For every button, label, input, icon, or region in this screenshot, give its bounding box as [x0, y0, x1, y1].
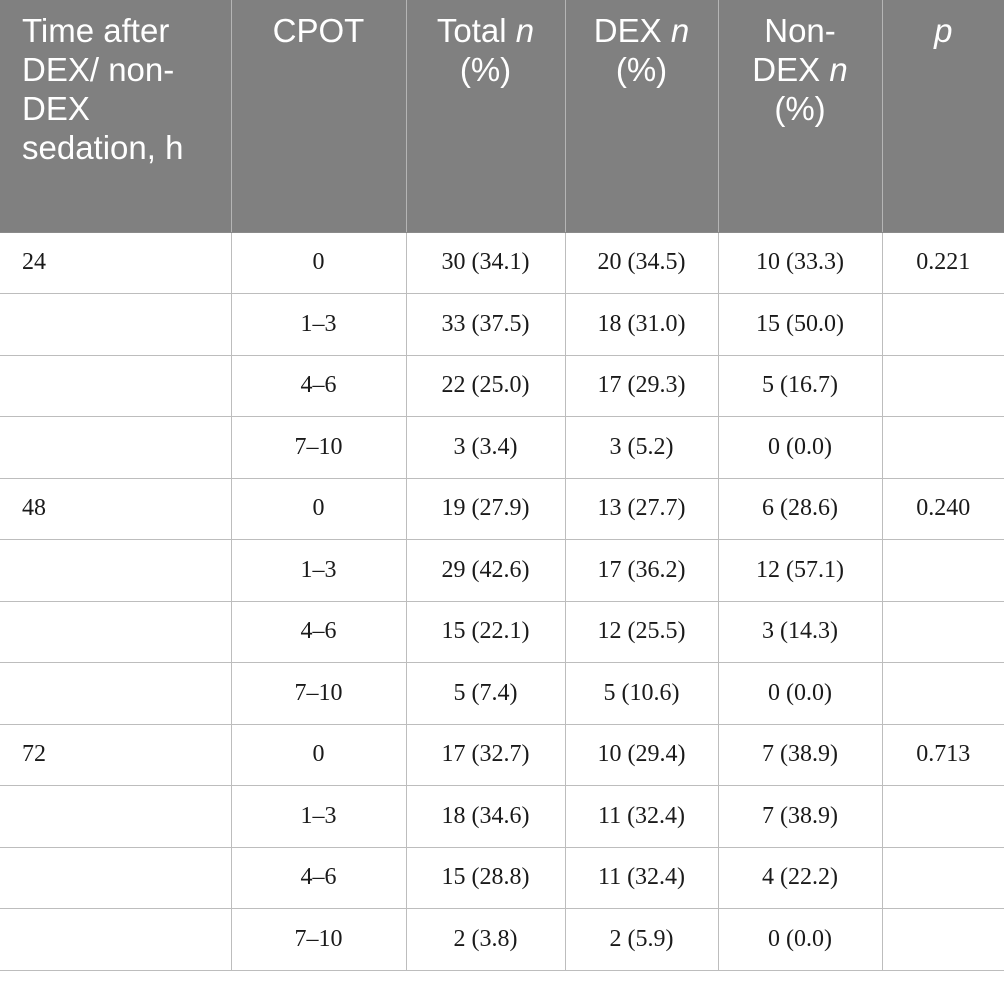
- cell-non-dex: 10 (33.3): [717, 232, 882, 294]
- cell-time: [0, 908, 231, 971]
- table-row: 4–6 22 (25.0) 17 (29.3) 5 (16.7): [0, 355, 1004, 417]
- cell-time: [0, 601, 231, 663]
- table-row: 1–3 33 (37.5) 18 (31.0) 15 (50.0): [0, 293, 1004, 356]
- cell-time: [0, 662, 231, 725]
- cell-non-dex: 0 (0.0): [717, 662, 882, 725]
- cell-p-value: [881, 908, 1004, 971]
- cell-total: 15 (28.8): [405, 847, 565, 909]
- cell-dex: 18 (31.0): [564, 293, 718, 356]
- cell-time: [0, 416, 231, 479]
- cell-p-value: 0.713: [881, 724, 1004, 786]
- cell-total: 22 (25.0): [405, 355, 565, 417]
- cell-non-dex: 4 (22.2): [717, 847, 882, 909]
- cell-p-value: [881, 355, 1004, 417]
- cell-non-dex: 12 (57.1): [717, 539, 882, 602]
- cell-cpot: 0: [230, 232, 406, 294]
- cell-dex: 12 (25.5): [564, 601, 718, 663]
- cell-dex: 11 (32.4): [564, 847, 718, 909]
- cell-non-dex: 5 (16.7): [717, 355, 882, 417]
- cell-total: 5 (7.4): [405, 662, 565, 725]
- cpot-table: Time after DEX/ non-DEX sedation, h CPOT…: [0, 0, 1004, 971]
- cell-dex: 11 (32.4): [564, 785, 718, 848]
- cell-dex: 2 (5.9): [564, 908, 718, 971]
- cell-p-value: 0.221: [881, 232, 1004, 294]
- cell-time: [0, 539, 231, 602]
- cell-total: 15 (22.1): [405, 601, 565, 663]
- header-row: Time after DEX/ non-DEX sedation, h CPOT…: [0, 0, 1004, 233]
- cell-p-value: 0.240: [881, 478, 1004, 540]
- cell-time: [0, 785, 231, 848]
- cell-non-dex: 7 (38.9): [717, 724, 882, 786]
- header-p-value: p: [881, 0, 1004, 233]
- cell-total: 3 (3.4): [405, 416, 565, 479]
- cell-cpot: 1–3: [230, 539, 406, 602]
- table-row: 1–3 18 (34.6) 11 (32.4) 7 (38.9): [0, 785, 1004, 848]
- cell-dex: 17 (36.2): [564, 539, 718, 602]
- cell-time: [0, 293, 231, 356]
- cell-non-dex: 15 (50.0): [717, 293, 882, 356]
- cell-time: 72: [0, 724, 231, 786]
- cell-p-value: [881, 416, 1004, 479]
- cell-total: 30 (34.1): [405, 232, 565, 294]
- cell-cpot: 4–6: [230, 601, 406, 663]
- header-time: Time after DEX/ non-DEX sedation, h: [0, 0, 231, 233]
- table-row: 7–10 2 (3.8) 2 (5.9) 0 (0.0): [0, 908, 1004, 971]
- cell-total: 19 (27.9): [405, 478, 565, 540]
- cell-total: 29 (42.6): [405, 539, 565, 602]
- cell-cpot: 7–10: [230, 908, 406, 971]
- cell-non-dex: 7 (38.9): [717, 785, 882, 848]
- cell-dex: 5 (10.6): [564, 662, 718, 725]
- cell-dex: 3 (5.2): [564, 416, 718, 479]
- cell-dex: 20 (34.5): [564, 232, 718, 294]
- cell-cpot: 7–10: [230, 662, 406, 725]
- header-total: Total n (%): [405, 0, 565, 233]
- cell-p-value: [881, 785, 1004, 848]
- cell-dex: 17 (29.3): [564, 355, 718, 417]
- cell-time: [0, 355, 231, 417]
- cell-p-value: [881, 601, 1004, 663]
- cell-non-dex: 0 (0.0): [717, 908, 882, 971]
- cell-time: 48: [0, 478, 231, 540]
- cell-cpot: 0: [230, 724, 406, 786]
- table-body: 24 0 30 (34.1) 20 (34.5) 10 (33.3) 0.221 1–3 33…: [0, 232, 1004, 971]
- cell-p-value: [881, 293, 1004, 356]
- table-row: 4–6 15 (28.8) 11 (32.4) 4 (22.2): [0, 847, 1004, 909]
- cell-cpot: 4–6: [230, 847, 406, 909]
- cell-time: [0, 847, 231, 909]
- cell-cpot: 1–3: [230, 293, 406, 356]
- table-row: 7–10 3 (3.4) 3 (5.2) 0 (0.0): [0, 416, 1004, 479]
- cell-dex: 10 (29.4): [564, 724, 718, 786]
- cell-cpot: 7–10: [230, 416, 406, 479]
- cell-cpot: 0: [230, 478, 406, 540]
- cell-total: 17 (32.7): [405, 724, 565, 786]
- cell-total: 2 (3.8): [405, 908, 565, 971]
- table-row: 7–10 5 (7.4) 5 (10.6) 0 (0.0): [0, 662, 1004, 725]
- header-non-dex: Non-DEX n (%): [717, 0, 882, 233]
- cell-non-dex: 0 (0.0): [717, 416, 882, 479]
- cell-p-value: [881, 847, 1004, 909]
- cell-dex: 13 (27.7): [564, 478, 718, 540]
- header-cpot: CPOT: [230, 0, 406, 233]
- table-row: 72 0 17 (32.7) 10 (29.4) 7 (38.9) 0.713: [0, 724, 1004, 786]
- cell-cpot: 1–3: [230, 785, 406, 848]
- table-row: 24 0 30 (34.1) 20 (34.5) 10 (33.3) 0.221: [0, 232, 1004, 294]
- table-header: Time after DEX/ non-DEX sedation, h CPOT…: [0, 0, 1004, 233]
- cell-time: 24: [0, 232, 231, 294]
- table-row: 4–6 15 (22.1) 12 (25.5) 3 (14.3): [0, 601, 1004, 663]
- cell-total: 18 (34.6): [405, 785, 565, 848]
- cell-cpot: 4–6: [230, 355, 406, 417]
- header-dex: DEX n (%): [564, 0, 718, 233]
- table-row: 48 0 19 (27.9) 13 (27.7) 6 (28.6) 0.240: [0, 478, 1004, 540]
- table-row: 1–3 29 (42.6) 17 (36.2) 12 (57.1): [0, 539, 1004, 602]
- cell-p-value: [881, 662, 1004, 725]
- cell-non-dex: 3 (14.3): [717, 601, 882, 663]
- cell-total: 33 (37.5): [405, 293, 565, 356]
- cell-p-value: [881, 539, 1004, 602]
- cell-non-dex: 6 (28.6): [717, 478, 882, 540]
